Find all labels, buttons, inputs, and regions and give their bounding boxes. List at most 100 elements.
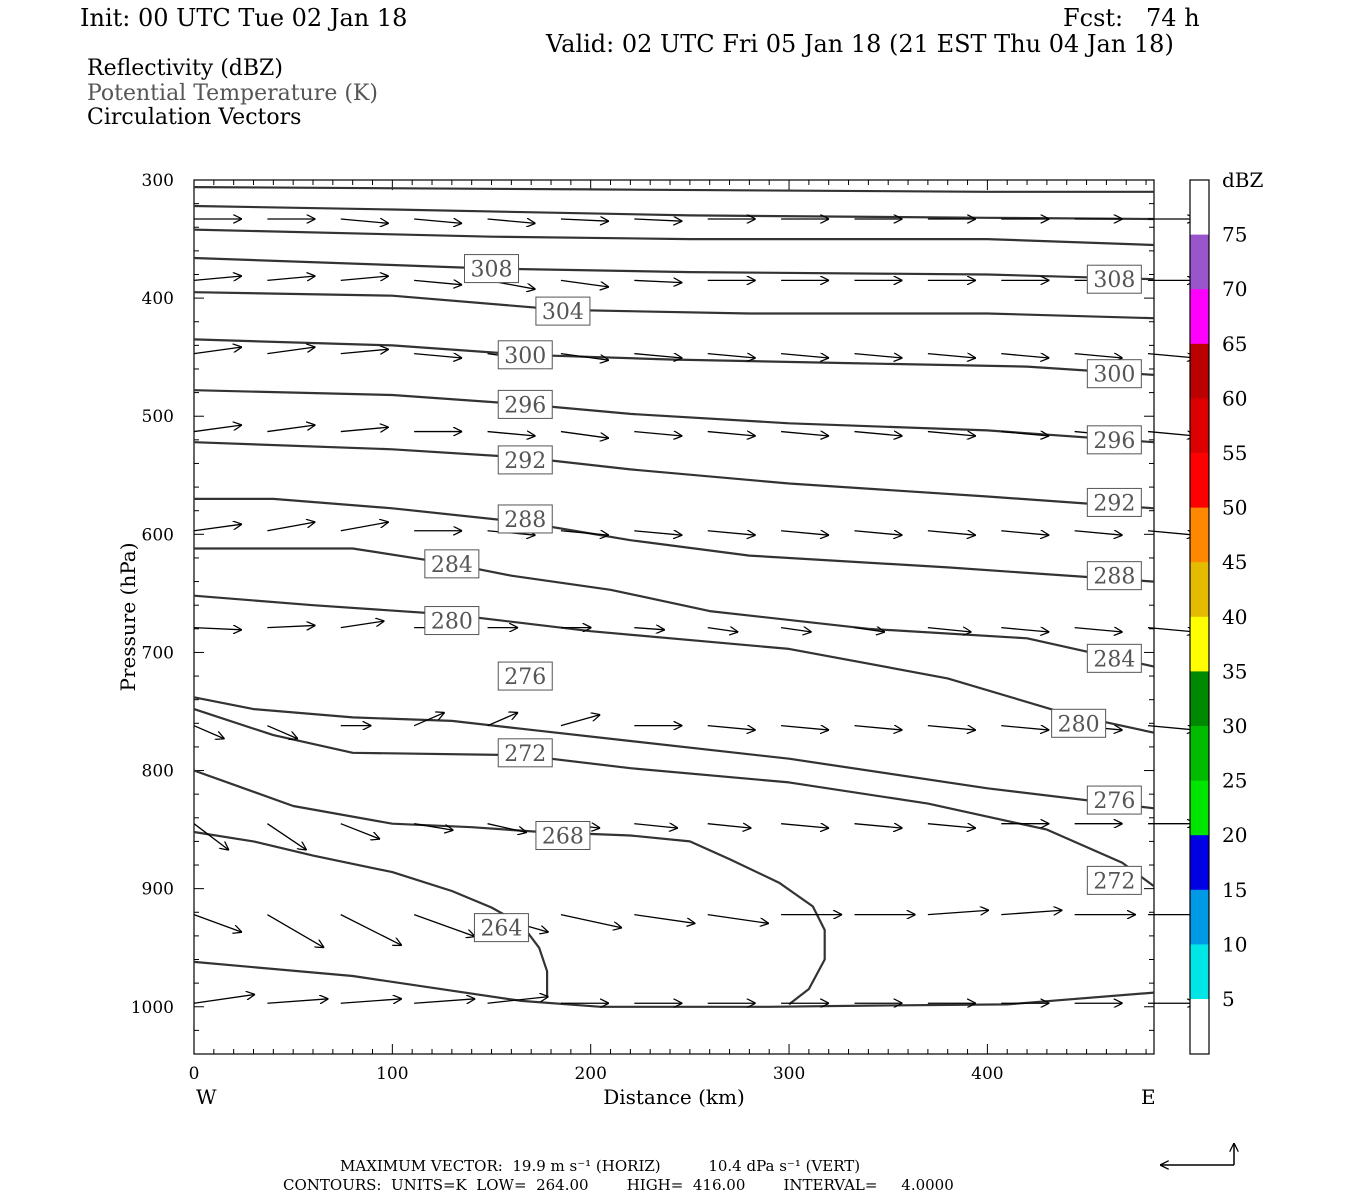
- colorbar-segment: [1190, 999, 1209, 1055]
- circulation-vector: [781, 531, 829, 535]
- y-tick-label: 300: [142, 171, 174, 191]
- colorbar-segment: [1190, 944, 1209, 1000]
- colorbar-label: 75: [1222, 223, 1247, 247]
- circulation-vector: [1001, 726, 1049, 730]
- circulation-vector: [414, 280, 462, 284]
- circulation-vector: [707, 726, 756, 730]
- circulation-vector: [193, 347, 242, 355]
- contour-info-text: CONTOURS: UNITS=K LOW= 264.00 HIGH= 416.…: [283, 1176, 954, 1194]
- contour-label-text: 284: [1093, 647, 1135, 672]
- y-tick-label: 800: [142, 762, 174, 782]
- y-tick-label: 1000: [131, 998, 174, 1018]
- circulation-vector: [487, 997, 549, 1004]
- colorbar-segment: [1190, 343, 1209, 399]
- contour-label-text: 284: [431, 553, 473, 578]
- colorbar-segment: [1190, 234, 1209, 290]
- contour-label-text: 296: [1093, 429, 1135, 454]
- theta-contour-line: [193, 256, 1155, 281]
- circulation-vector: [781, 824, 829, 828]
- contour-label-text: 292: [1093, 491, 1135, 516]
- y-tick-label: 400: [142, 289, 174, 309]
- circulation-vector: [1147, 432, 1196, 436]
- circulation-vector: [487, 219, 536, 223]
- circulation-vector: [927, 726, 976, 730]
- circulation-vector: [781, 628, 812, 632]
- contour-label-text: 280: [1058, 712, 1100, 737]
- theta-contour-line: [193, 960, 1155, 1008]
- theta-contour-line: [193, 696, 1155, 810]
- circulation-vector: [927, 354, 976, 358]
- colorbar-segment: [1190, 398, 1209, 454]
- circulation-vector: [707, 824, 752, 828]
- contour-label: 308: [464, 254, 520, 284]
- circulation-vector: [267, 276, 315, 280]
- x-tick-label: 200: [574, 1064, 606, 1084]
- circulation-vector: [193, 823, 229, 850]
- circulation-vector: [193, 628, 242, 630]
- theta-contour-line: [193, 441, 1155, 510]
- contour-label-text: 276: [1093, 789, 1135, 814]
- circulation-vector: [267, 823, 306, 850]
- contour-label: 300: [497, 340, 553, 370]
- contour-label-box: [497, 389, 553, 419]
- theta-contour-line: [194, 497, 1155, 583]
- circulation-vector: [1147, 354, 1196, 358]
- contour-label: 308: [1086, 264, 1142, 294]
- circulation-vector: [1001, 531, 1049, 535]
- circulation-vector: [414, 219, 462, 223]
- contour-label-text: 272: [504, 742, 546, 767]
- circulation-vector: [340, 914, 402, 946]
- contour-label-box: [497, 738, 553, 768]
- circulation-vector: [414, 354, 462, 358]
- circulation-vector: [854, 726, 902, 730]
- circulation-vector: [634, 280, 682, 282]
- contour-label: 280: [424, 606, 480, 636]
- contour-label: 284: [424, 549, 480, 579]
- contour-label-text: 292: [504, 449, 546, 474]
- circulation-vector: [487, 432, 536, 436]
- theta-contour-line: [194, 547, 1155, 668]
- circulation-vector: [927, 531, 976, 535]
- circulation-vector: [560, 279, 609, 287]
- theta-contour-line: [193, 338, 1155, 376]
- theta-contour-line: [193, 228, 1155, 247]
- contour-labels: 264 268 272 272 276 276 280 280 284 284 288 288 292 2…: [424, 254, 1142, 943]
- circulation-vector: [560, 219, 609, 221]
- circulation-vector: [560, 531, 609, 535]
- circulation-vector: [634, 913, 695, 924]
- circulation-vector: [927, 824, 976, 828]
- circulation-vector: [193, 425, 242, 433]
- colorbar-segment: [1190, 889, 1209, 945]
- circulation-vector: [854, 824, 902, 828]
- contour-label-text: 264: [480, 917, 522, 942]
- contour-label-box: [497, 504, 553, 534]
- circulation-vector: [634, 432, 682, 436]
- contour-label: 300: [1086, 359, 1142, 389]
- init-time: Init: 00 UTC Tue 02 Jan 18: [80, 4, 408, 32]
- colorbar-unit: dBZ: [1222, 168, 1264, 192]
- circulation-vector: [340, 823, 380, 839]
- reflectivity-colorbar: [1190, 180, 1209, 1055]
- circulation-vector: [193, 725, 225, 739]
- circulation-vector: [340, 219, 389, 223]
- circulation-vector: [1074, 354, 1123, 358]
- contour-label-box: [424, 549, 480, 579]
- circulation-vector: [487, 712, 519, 727]
- x-tick-labels: 0 100 200 300 400: [189, 1064, 1004, 1084]
- contour-label-text: 288: [504, 508, 546, 533]
- contour-label: 296: [1086, 425, 1142, 455]
- circulation-vector: [1147, 628, 1196, 632]
- contour-label-text: 276: [504, 665, 546, 690]
- circulation-vector: [340, 427, 389, 431]
- circulation-vector: [854, 432, 902, 436]
- y-tick-label: 700: [142, 643, 174, 663]
- circulation-vector: [267, 625, 315, 627]
- colorbar-label: 65: [1222, 332, 1247, 356]
- contour-label-text: 280: [431, 610, 473, 635]
- y-tick-label: 600: [142, 525, 174, 545]
- colorbar-segment: [1190, 453, 1209, 509]
- contour-label-box: [1086, 425, 1142, 455]
- contour-label-text: 308: [471, 258, 513, 283]
- x-tick-label: 300: [773, 1064, 805, 1084]
